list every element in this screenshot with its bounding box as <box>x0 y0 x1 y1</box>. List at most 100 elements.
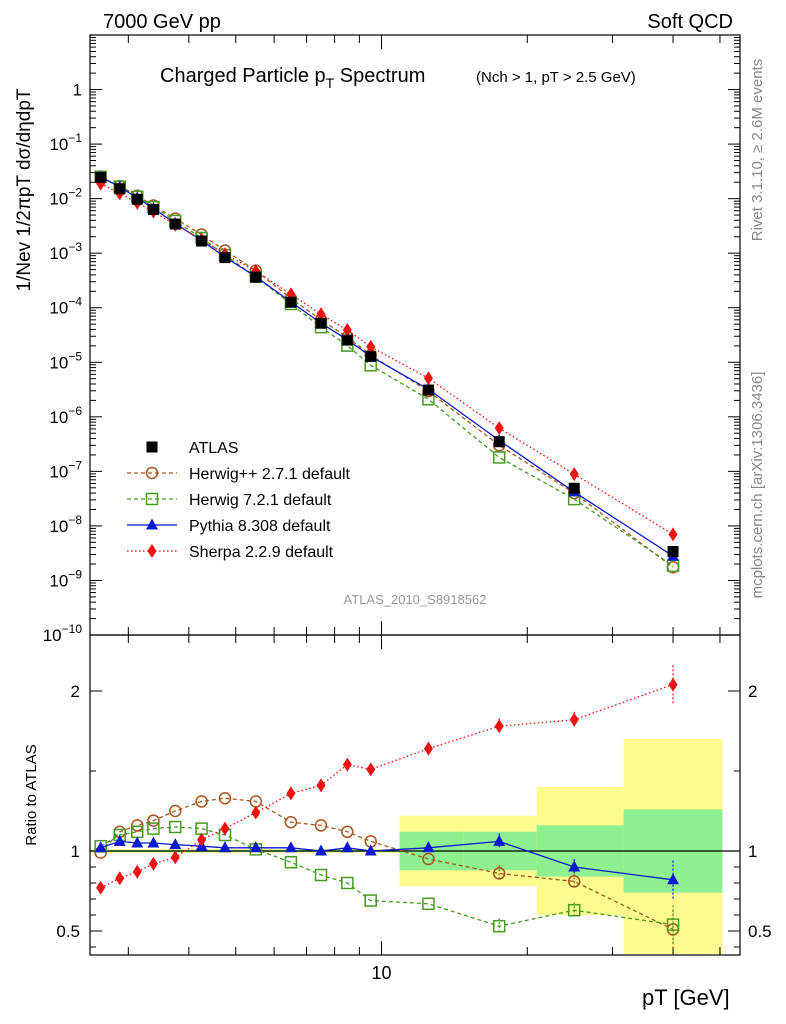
ratio-point-square <box>169 820 182 834</box>
y-tick-label: 10−9 <box>49 567 82 590</box>
ratio-point-circle <box>195 795 208 808</box>
legend-label: Sherpa 2.2.9 default <box>189 544 334 561</box>
ratio-panel-frame <box>89 634 741 956</box>
data-point-data <box>667 545 679 557</box>
ratio-point-diamond <box>220 821 230 836</box>
ratio-point-triangle <box>169 838 182 850</box>
ratio-point-triangle <box>218 841 231 853</box>
ratio-tick-label: 2 <box>71 682 80 701</box>
ratio-point-square <box>147 822 160 835</box>
ratio-point-circle <box>131 819 144 832</box>
ratio-point-diamond <box>132 864 142 879</box>
data-point-data <box>315 317 327 329</box>
header-right: Soft QCD <box>647 11 733 33</box>
ratio-point-triangle <box>667 873 680 885</box>
y-tick-label: 10−6 <box>49 404 82 427</box>
data-point-diamond <box>668 527 678 542</box>
ratio-point-square <box>492 919 506 933</box>
ratio-point-diamond <box>494 719 504 734</box>
ratio-point-diamond <box>423 741 433 756</box>
ratio-point-diamond <box>316 778 326 793</box>
chart-title-main: Charged Particle p <box>160 65 326 87</box>
ratio-point-triangle <box>315 844 328 856</box>
y-tick-label: 10−8 <box>49 513 82 536</box>
ratio-point-diamond <box>170 850 180 865</box>
x-axis-label: pT [GeV] <box>642 985 730 1010</box>
ratio-bands <box>90 739 740 954</box>
ratio-point-diamond <box>115 871 125 886</box>
ratio-point-square <box>666 918 680 931</box>
mcplots-reference-text: mcplots.cern.ch [arXiv:1306.3436] <box>749 372 766 599</box>
ratio-point-square <box>364 894 377 907</box>
ratio-point-circle <box>422 852 435 866</box>
data-point-data <box>568 482 580 494</box>
ratio-point-diamond <box>286 786 296 801</box>
data-point-diamond <box>366 339 376 354</box>
ratio-tick-label-right: 2 <box>748 682 757 701</box>
ratio-line-circle <box>100 797 674 930</box>
y-tick-label: 1 <box>73 81 82 100</box>
ratio-point-diamond <box>197 832 207 847</box>
ratio-point-square <box>567 903 581 917</box>
legend-label: Herwig++ 2.7.1 default <box>189 466 351 483</box>
ratio-point-triangle <box>249 841 262 853</box>
data-point-data <box>341 334 353 346</box>
ratio-point-triangle <box>147 836 160 848</box>
ratio-point-triangle <box>131 836 144 848</box>
svg-text:Charged Particle pT Spectrum: Charged Particle pT Spectrum <box>160 65 425 91</box>
y-tick-label: 10−7 <box>49 458 82 481</box>
ratio-point-diamond <box>668 677 678 692</box>
ratio-point-square <box>314 868 328 882</box>
chart-cut-text: (Nch > 1, pT > 2.5 GeV) <box>476 69 636 86</box>
legend: ATLAS Herwig++ 2.7.1 default Herwig 7.2.1 … <box>127 440 351 561</box>
ratio-line-triangle <box>100 840 674 881</box>
main-axis-ticks: 1 10−1 10−2 10−3 10−4 10−5 10−6 10−7 10−8 10−9 10−… <box>43 35 740 645</box>
ratio-tick-label: 0.5 <box>56 922 80 941</box>
legend-label: Herwig 7.2.1 default <box>189 492 332 509</box>
data-point-data <box>285 296 297 308</box>
main-y-axis-label: 1/Nev 1/2πpT dσ/dηdpT <box>14 88 35 291</box>
legend-label: ATLAS <box>189 440 239 457</box>
ratio-point-diamond <box>96 880 106 895</box>
y-tick-label: 10−5 <box>49 349 82 372</box>
ratio-point-diamond <box>251 805 261 820</box>
y-tick-label: 10−3 <box>49 240 82 263</box>
series-line-diamond <box>100 183 674 535</box>
x-tick-label: 10 <box>372 963 392 983</box>
legend-marker-square <box>145 492 159 506</box>
series-line-circle <box>100 177 674 568</box>
ratio-series <box>94 665 680 949</box>
ratio-point-diamond <box>148 856 158 871</box>
ratio-point-circle <box>341 825 354 839</box>
series-line-triangle <box>100 176 674 557</box>
ratio-point-diamond <box>342 757 352 772</box>
data-point-data <box>95 171 107 183</box>
rivet-version-text: Rivet 3.1.10, ≥ 2.6M events <box>749 59 766 242</box>
data-point-data <box>250 271 262 283</box>
ratio-point-square <box>284 855 298 869</box>
legend-label: Pythia 8.308 default <box>189 518 331 535</box>
data-point-data <box>147 204 159 216</box>
chart-title-sub: T <box>326 75 335 91</box>
ratio-line-diamond <box>100 683 674 889</box>
ratio-point-circle <box>284 815 298 829</box>
data-point-data <box>114 183 126 195</box>
data-point-data <box>219 252 231 264</box>
analysis-watermark: ATLAS_2010_S8918562 <box>344 592 487 607</box>
y-tick-label: 10−2 <box>49 186 82 209</box>
ratio-point-triangle <box>364 844 377 856</box>
ratio-y-axis-label: Ratio to ATLAS <box>23 744 40 845</box>
legend-marker-circle <box>145 466 159 480</box>
data-point-data <box>169 218 181 230</box>
data-point-diamond <box>342 323 352 338</box>
ratio-point-circle <box>314 819 328 832</box>
ratio-point-circle <box>567 875 581 888</box>
main-series <box>94 170 680 574</box>
data-point-data <box>493 436 505 448</box>
ratio-point-triangle <box>341 841 354 853</box>
ratio-point-triangle <box>422 841 435 853</box>
data-point-data <box>196 235 208 247</box>
ratio-axis-ticks: 10 0.5 0.5 1 1 2 2 <box>56 635 772 983</box>
ratio-point-square <box>341 876 354 890</box>
